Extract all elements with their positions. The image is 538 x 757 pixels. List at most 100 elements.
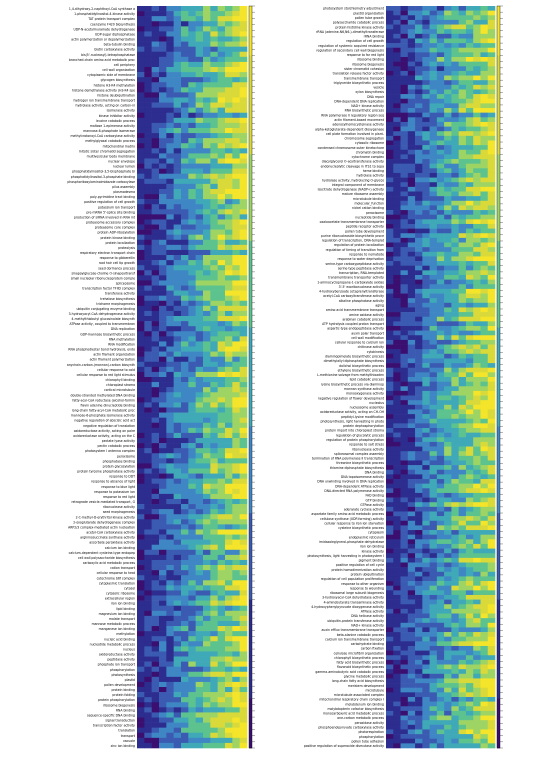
heatmap-cell [173, 275, 182, 281]
heatmap-cell [144, 707, 152, 713]
heatmap-cell [415, 117, 423, 123]
heatmap-cell [144, 168, 152, 175]
heatmap-cell [195, 626, 204, 632]
heatmap-cell [465, 135, 474, 141]
heatmap-cell [195, 600, 204, 606]
heatmap-cell [393, 585, 401, 591]
heatmap-cell [188, 585, 196, 591]
heatmap-cell [480, 140, 489, 146]
heatmap-cell [480, 613, 489, 619]
heatmap-cell [393, 307, 401, 313]
heatmap-cell [203, 514, 211, 520]
heatmap-cell [400, 497, 409, 503]
heatmap-cell [225, 153, 233, 159]
heatmap-cell [422, 353, 430, 359]
heatmap-cell [159, 97, 167, 103]
heatmap-cell [480, 539, 489, 545]
heatmap-cell [436, 325, 445, 331]
heatmap-cell [400, 715, 409, 721]
heatmap-cell [451, 627, 459, 633]
heatmap-cell [137, 483, 145, 490]
heatmap-cell [159, 66, 167, 73]
heatmap-cell [188, 51, 196, 58]
heatmap-cell [465, 696, 474, 702]
heatmap-cell [422, 214, 430, 220]
heatmap-cell [451, 432, 459, 438]
heatmap-cell [436, 135, 445, 141]
heatmap-cell [444, 38, 452, 44]
heatmap-cell [203, 341, 211, 347]
heatmap-cell [451, 256, 459, 262]
heatmap-cell [444, 149, 452, 155]
heatmap-cell [444, 247, 452, 253]
heatmap-cell [173, 204, 182, 210]
heatmap-cell [458, 223, 467, 229]
heatmap-cell [465, 112, 474, 118]
heatmap-cell [473, 223, 481, 229]
heatmap-cell [407, 441, 416, 447]
heatmap-cell [181, 82, 189, 88]
heatmap-cell [436, 418, 445, 424]
heatmap-cell [487, 237, 496, 243]
heatmap-cell [173, 366, 182, 373]
heatmap-cell [181, 371, 189, 378]
heatmap-cell [400, 312, 409, 318]
heatmap-cell [400, 437, 409, 443]
heatmap-cell [400, 279, 409, 285]
colorbar-segment [249, 240, 252, 254]
heatmap-cell [159, 87, 167, 93]
heatmap-cell [181, 524, 189, 530]
heatmap-cell [415, 265, 423, 271]
heatmap-cell [458, 61, 467, 67]
heatmap-cell [429, 409, 438, 415]
heatmap-cell [166, 331, 174, 337]
row-label: carbohydrate binding [351, 642, 384, 646]
heatmap-cell [415, 710, 423, 716]
heatmap-cell [173, 488, 182, 495]
heatmap-cell [203, 214, 211, 220]
heatmap-cell [151, 326, 160, 332]
heatmap-cell [415, 103, 423, 109]
heatmap-cell [415, 479, 423, 484]
heatmap-cell [232, 641, 240, 647]
heatmap-cell [137, 133, 145, 139]
heatmap-cell [239, 412, 248, 418]
heatmap-cell [386, 279, 394, 285]
heatmap-cell [458, 200, 467, 206]
row-label: nucleic acid binding [104, 637, 135, 641]
heatmap-cell [400, 237, 409, 243]
heatmap-cell [458, 673, 467, 679]
heatmap-cell [415, 428, 423, 433]
heatmap-cell [239, 112, 248, 119]
heatmap-cell [480, 321, 489, 327]
heatmap-cell [487, 594, 496, 600]
heatmap-cell [436, 94, 445, 100]
heatmap-cell [210, 717, 218, 723]
heatmap-cell [487, 43, 496, 49]
heatmap-cell [458, 641, 467, 647]
heatmap-cell [386, 511, 394, 517]
heatmap-cell [166, 437, 174, 444]
heatmap-cell [232, 275, 240, 281]
heatmap-cell [144, 397, 152, 403]
heatmap-cell [159, 77, 167, 83]
heatmap-cell [210, 524, 218, 530]
heatmap-cell [480, 520, 489, 526]
heatmap-cell [203, 412, 211, 418]
heatmap-cell [225, 636, 233, 642]
heatmap-cell [407, 159, 416, 164]
heatmap-cell [239, 11, 248, 17]
heatmap-cell [210, 138, 218, 144]
heatmap-cell [173, 448, 182, 454]
heatmap-cell [151, 478, 160, 485]
heatmap-cell [195, 676, 204, 683]
heatmap-cell [217, 524, 226, 530]
heatmap-cell [195, 183, 204, 190]
heatmap-cell [217, 188, 226, 195]
row-label: sinapoylglucose-choline O-sinapoyltransf [71, 271, 135, 275]
heatmap-cell [195, 427, 204, 434]
heatmap-cell [487, 664, 496, 670]
row-label: phosphoribosylaminoimidazole carboxylase [67, 180, 135, 184]
heatmap-cell [400, 344, 409, 350]
heatmap-cell [436, 330, 445, 336]
